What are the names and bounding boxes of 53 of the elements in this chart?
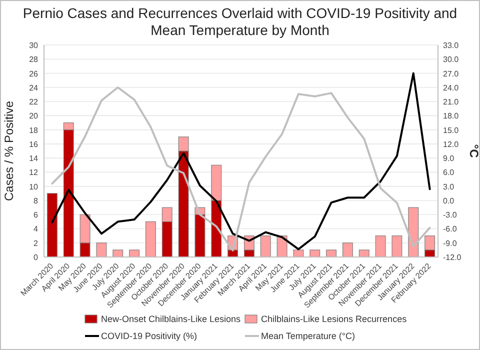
bar (260, 236, 271, 258)
y-tick-label: 6 (34, 210, 39, 220)
y2-tick-label: 6.0 (443, 168, 455, 178)
bar (392, 236, 402, 258)
legend-label: COVID-19 Positivity (%) (101, 331, 198, 341)
bar (326, 250, 337, 258)
bar (46, 193, 58, 258)
y2-tick-label: 3.0 (443, 182, 455, 192)
y2-axis-title: °C (467, 144, 480, 158)
bar (145, 221, 156, 258)
y-axis-title: Cases / % Positive (2, 100, 16, 202)
y2-tick-label: 24.0 (443, 83, 460, 92)
bar (408, 207, 419, 258)
y-tick-label: 0 (34, 253, 39, 262)
y-tick-label: 10 (29, 182, 39, 192)
y-tick-label: 14 (29, 154, 39, 164)
y2-tick-label: 21.0 (443, 98, 460, 107)
bar (96, 242, 107, 258)
y-tick-label: 18 (29, 126, 39, 135)
bar (375, 236, 386, 258)
y2-tick-label: -9.0 (443, 238, 458, 248)
y-tick-label: 30 (29, 41, 39, 50)
legend-label: New-Onset Chilblains-Like Lesions (101, 314, 242, 324)
chart-title: Pernio Cases and Recurrences Overlaid with COVID-19 Positivity and Mean Temperature by Month (22, 5, 458, 38)
y-tick-label: 24 (29, 83, 39, 92)
y2-tick-label: -12.0 (443, 253, 462, 262)
y-tick-label: 2 (34, 238, 39, 248)
y2-tick-label: -6.0 (443, 224, 458, 234)
y2-tick-label: 33.0 (443, 41, 460, 50)
bar (358, 250, 370, 258)
bar (112, 250, 124, 258)
y2-tick-label: 9.0 (443, 154, 455, 164)
bar (310, 250, 320, 258)
y2-tick-label: 27.0 (443, 69, 460, 78)
y2-tick-label: 0.0 (443, 196, 455, 206)
y-tick-label: 22 (29, 98, 39, 107)
y-tick-label: 4 (34, 224, 39, 234)
y2-tick-label: 30.0 (443, 55, 460, 64)
y-tick-label: 26 (29, 69, 39, 78)
y2-tick-label: 12.0 (443, 140, 460, 149)
y-tick-label: 20 (29, 112, 39, 121)
bar (293, 250, 304, 258)
y-tick-label: 8 (34, 196, 39, 206)
legend-label: Mean Temperature (°C) (261, 331, 355, 341)
bar (342, 242, 353, 258)
y2-tick-label: 18.0 (443, 112, 460, 121)
y-tick-label: 16 (29, 140, 39, 149)
y-tick-label: 12 (29, 168, 39, 178)
legend-label: Chilblains-Like Lesions Recurrences (261, 314, 408, 324)
y2-tick-label: 15.0 (443, 126, 460, 135)
bar (129, 250, 140, 258)
y-tick-label: 28 (29, 55, 39, 64)
y2-tick-label: -3.0 (443, 210, 458, 220)
